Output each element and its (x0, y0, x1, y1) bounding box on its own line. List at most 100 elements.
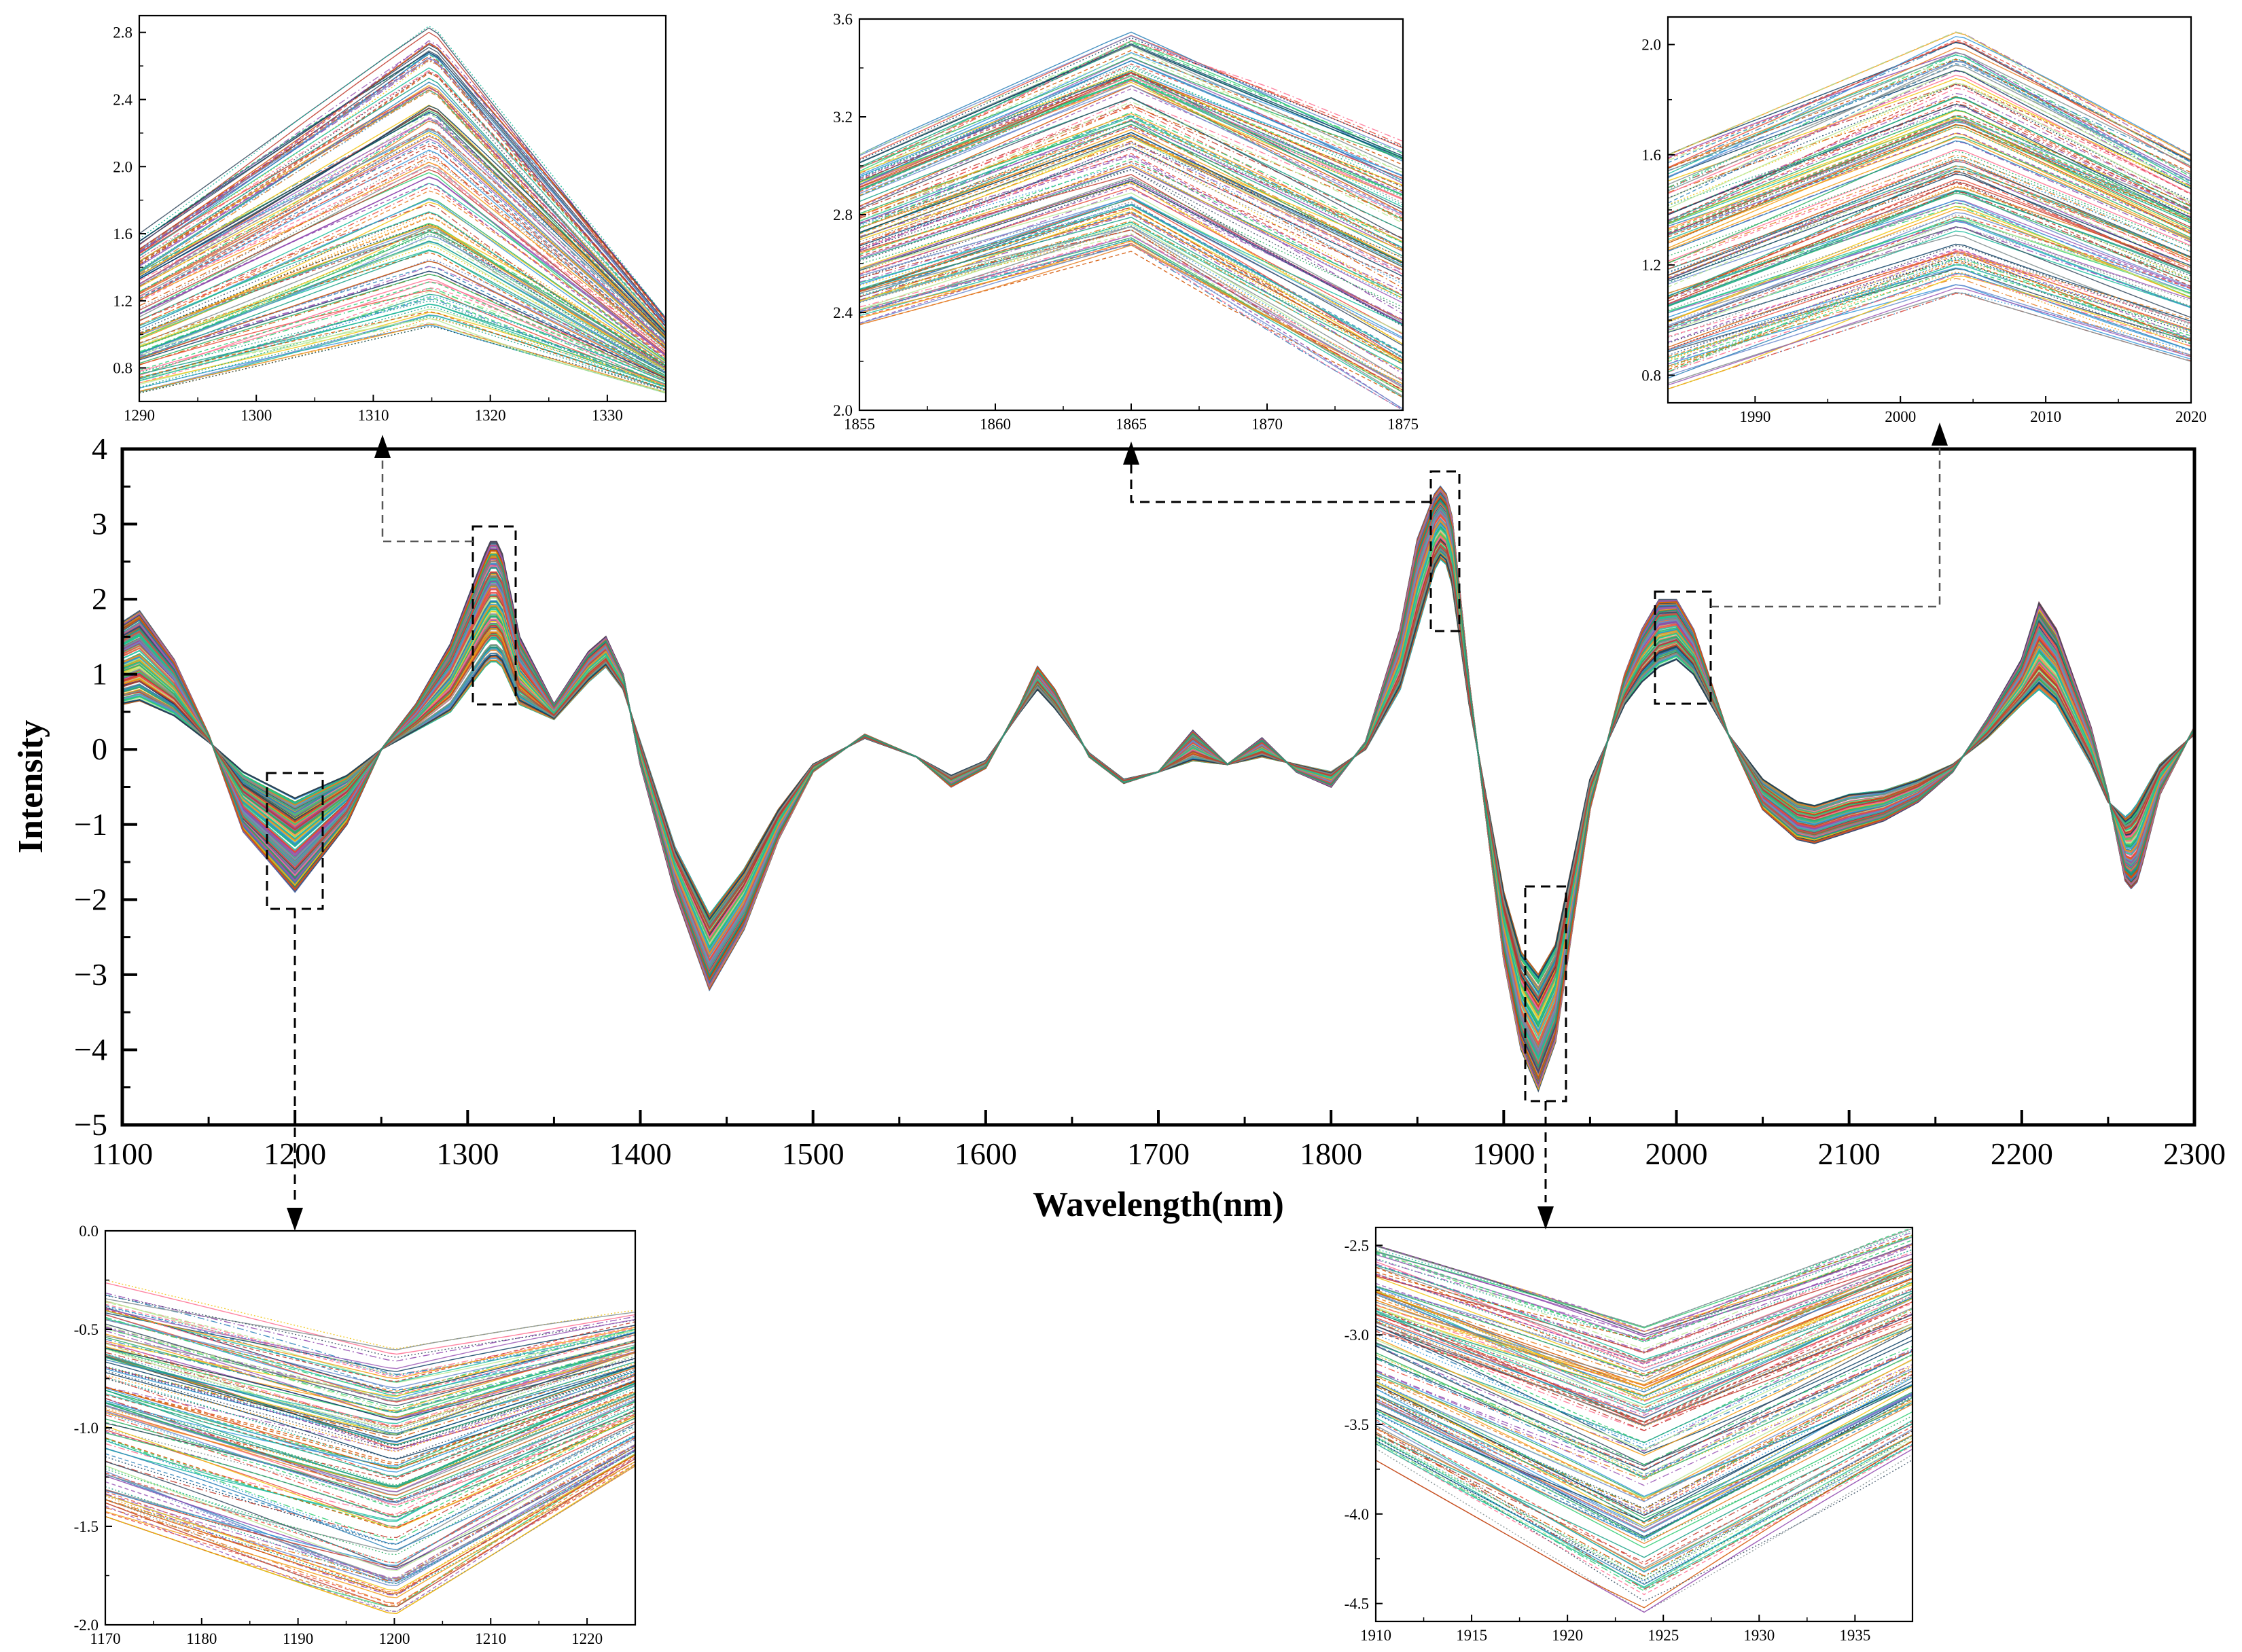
x-tick-label: 1915 (1456, 1627, 1487, 1644)
spectrum-line (1668, 219, 2191, 313)
spectrum-line (139, 237, 666, 372)
spectrum-line (859, 63, 1403, 193)
spectrum-line (122, 535, 2194, 1012)
spectrum-line (139, 113, 666, 338)
spectrum-line (122, 532, 2194, 1020)
spectrum-line (1376, 1264, 1912, 1386)
spectrum-line (105, 1436, 635, 1566)
spectrum-line (105, 1353, 635, 1446)
spectrum-line (859, 197, 1403, 326)
spectrum-line (1376, 1421, 1912, 1563)
spectrum-line (1376, 1249, 1912, 1363)
spectrum-line (859, 46, 1403, 173)
y-axis-title: Intensity (12, 720, 50, 853)
spectrum-line (122, 497, 2194, 1074)
arrowhead-1310 (374, 435, 391, 458)
spectrum-line (105, 1335, 635, 1402)
spectrum-line (1376, 1243, 1912, 1335)
spectrum-line (139, 105, 666, 338)
spectrum-line (1668, 190, 2191, 306)
inset-curves (859, 31, 1403, 410)
spectrum-line (105, 1445, 635, 1579)
spectrum-line (1668, 214, 2191, 311)
spectrum-line (859, 234, 1403, 380)
y-tick-label: 2.8 (113, 24, 132, 41)
spectrum-line (859, 183, 1403, 325)
spectrum-line (1376, 1348, 1912, 1477)
spectrum-line (105, 1374, 635, 1459)
spectrum-line (1376, 1344, 1912, 1475)
spectrum-line (1376, 1227, 1912, 1328)
spectrum-line (122, 556, 2194, 976)
spectrum-line (859, 85, 1403, 215)
connector-1310 (381, 455, 473, 543)
spectrum-line (139, 293, 666, 382)
main-plot-frame (120, 447, 2196, 1127)
spectrum-line (859, 238, 1403, 398)
spectrum-line (122, 533, 2194, 1016)
spectrum-line (139, 91, 666, 336)
spectrum-line (139, 151, 666, 348)
spectrum-line (859, 217, 1403, 365)
spectrum-line (139, 235, 666, 369)
spectrum-line (139, 40, 666, 319)
spectrum-line (105, 1371, 635, 1460)
y-tick-label: 1 (92, 657, 107, 692)
spectrum-line (1668, 284, 2191, 376)
x-tick-label: 2200 (1991, 1136, 2053, 1171)
spectrum-line (122, 486, 2194, 1088)
spectrum-line (139, 266, 666, 374)
spectrum-line (105, 1437, 635, 1570)
spectrum-line (859, 201, 1403, 357)
spectrum-line (122, 558, 2194, 976)
spectrum-line (1668, 166, 2191, 279)
spectrum-line (139, 156, 666, 349)
x-axis-title: Wavelength(nm) (1033, 1185, 1284, 1224)
spectrum-line (859, 225, 1403, 387)
spectrum-line (1376, 1367, 1912, 1503)
spectrum-line (122, 528, 2194, 1023)
inset-chart-2000: 1990 2000 2010 2020 2.0 1.6 1.2 0.8 (1641, 16, 2207, 425)
spectrum-line (105, 1308, 635, 1395)
spectrum-line (1668, 54, 2191, 185)
spectrum-line (1668, 245, 2191, 351)
spectrum-line (139, 270, 666, 380)
spectrum-line (122, 486, 2194, 1091)
spectrum-line (859, 52, 1403, 176)
spectrum-line (1668, 275, 2191, 390)
spectrum-line (105, 1454, 635, 1594)
y-tick-label: -3.0 (1345, 1327, 1369, 1344)
spectrum-line (122, 503, 2194, 1062)
spectrum-line (139, 57, 666, 324)
spectrum-line (859, 251, 1403, 398)
spectrum-line (1376, 1426, 1912, 1585)
spectrum-line (139, 71, 666, 326)
spectrum-line (122, 523, 2194, 1032)
spectrum-line (122, 488, 2194, 1089)
spectrum-line (122, 511, 2194, 1052)
y-tick-label: 0 (92, 732, 107, 766)
spectrum-line (122, 524, 2194, 1025)
spectrum-line (122, 518, 2194, 1041)
spectrum-line (1376, 1393, 1912, 1523)
spectrum-line (859, 169, 1403, 311)
spectrum-line (859, 204, 1403, 355)
spectrum-line (122, 540, 2194, 1007)
spectrum-line (1376, 1276, 1912, 1399)
connector-2000 (1711, 448, 1941, 608)
spectrum-line (1376, 1359, 1912, 1500)
spectrum-line (1668, 52, 2191, 179)
spectrum-line (105, 1382, 635, 1487)
spectrum-line (1668, 83, 2191, 204)
spectrum-line (1376, 1295, 1912, 1411)
spectrum-line (1668, 293, 2191, 390)
spectrum-line (139, 323, 666, 393)
spectrum-line (122, 511, 2194, 1052)
spectrum-line (1376, 1246, 1912, 1352)
y-tick-label: -3.5 (1345, 1416, 1369, 1433)
spectrum-line (1668, 278, 2191, 367)
spectrum-line (1376, 1392, 1912, 1529)
spectrum-line (122, 508, 2194, 1056)
spectrum-line (1668, 272, 2191, 379)
spectrum-line (122, 534, 2194, 1015)
